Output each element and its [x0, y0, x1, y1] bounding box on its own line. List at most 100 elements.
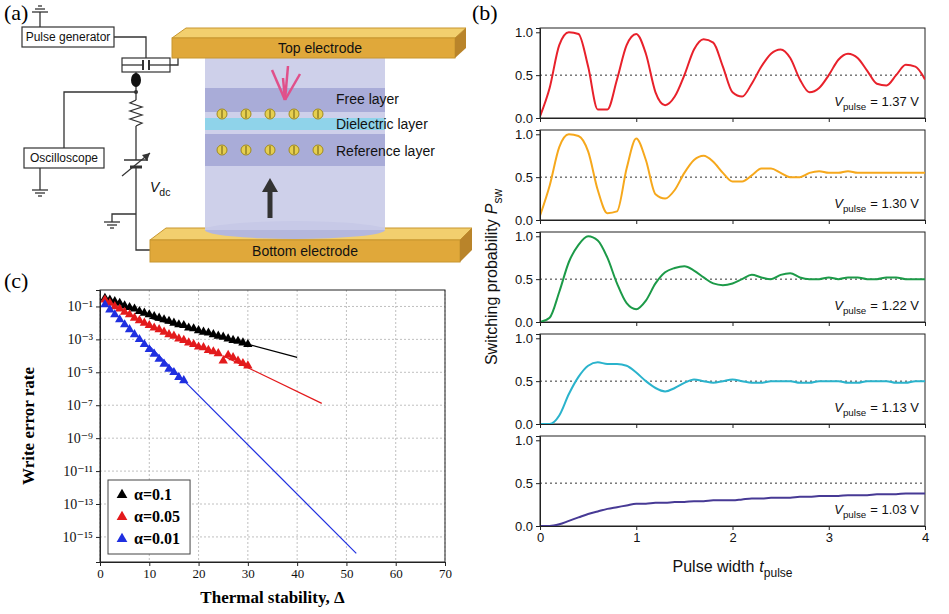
- label-part: pulse: [843, 101, 866, 112]
- tick-label: 10⁻⁵: [67, 365, 93, 380]
- plot-area: [100, 293, 356, 554]
- grid-line: [100, 438, 445, 439]
- tick: 1.0: [515, 229, 540, 244]
- legend-box: [108, 480, 190, 554]
- grid-line: [100, 471, 445, 472]
- tick: 2: [729, 526, 736, 545]
- data-line: [540, 32, 925, 116]
- tick-label: 4: [922, 530, 929, 545]
- axis: 0.00.51.0: [515, 229, 541, 330]
- grid-line: [100, 405, 445, 406]
- legend-marker: [117, 489, 128, 498]
- annotation: Vpulse= 1.37 V: [834, 94, 919, 112]
- subplot: 0.00.51.0 Vpulse= 1.30 V: [515, 127, 926, 228]
- tick: [636, 424, 637, 428]
- spin-axis: [318, 110, 319, 118]
- data-point: [120, 319, 129, 327]
- data-line: [540, 362, 925, 424]
- wire: [136, 167, 152, 250]
- wire: [135, 126, 136, 160]
- tick: 20: [193, 562, 206, 581]
- legend-marker: [117, 533, 128, 542]
- tick-mark: [829, 424, 830, 428]
- annotation: Vpulse= 1.30 V: [834, 196, 919, 214]
- tick-label: 0: [537, 530, 544, 545]
- axis: 0.00.51.0: [515, 127, 541, 228]
- ground: [107, 224, 117, 225]
- tick-mark: [96, 537, 100, 538]
- wire: [149, 64, 170, 65]
- plot-frame: [100, 290, 445, 562]
- spin-axis: [270, 110, 271, 118]
- tick-mark: [829, 118, 830, 122]
- data-point: [105, 304, 114, 312]
- label-part: dc: [159, 186, 170, 198]
- panel-label: (c): [4, 268, 28, 293]
- instrument-box: [24, 148, 104, 168]
- data-point: [150, 349, 159, 357]
- tick-mark: [536, 134, 540, 135]
- tick-mark: [96, 405, 100, 406]
- spin-axis: [318, 146, 319, 154]
- axis: 0.00.51.0: [515, 433, 541, 534]
- tick: [925, 322, 926, 326]
- axis-line: [536, 233, 541, 323]
- spin-axis: [270, 146, 271, 154]
- spin: [217, 109, 227, 119]
- axis: 01234: [537, 526, 929, 545]
- tick-mark: [536, 322, 540, 323]
- tick: 1: [633, 526, 640, 545]
- axis: 0.00.51.0: [515, 25, 541, 126]
- data-point: [135, 334, 144, 342]
- tick: [829, 322, 830, 326]
- annotation: Vpulse= 1.13 V: [834, 400, 919, 418]
- figure: (a)Pulse generatorOscilloscopeVdcTop ele…: [0, 0, 949, 614]
- diagram: (a)Pulse generatorOscilloscopeVdcTop ele…: [4, 0, 472, 262]
- magnetization: [272, 70, 285, 100]
- tick-mark: [96, 438, 100, 439]
- ground: [110, 227, 114, 228]
- data-point: [125, 324, 134, 332]
- tick-mark: [733, 424, 734, 428]
- chart: 01020304050607010⁻¹10⁻³10⁻⁵10⁻⁷10⁻⁹10⁻¹¹…: [4, 268, 452, 607]
- data-point: [145, 344, 154, 352]
- axis-line: [541, 221, 926, 225]
- tick: 0.5: [515, 272, 540, 287]
- tick-label: 0.5: [515, 374, 533, 389]
- tick-label: 10⁻⁷: [67, 398, 93, 413]
- plot-frame: [540, 130, 925, 220]
- electrode-top: [172, 28, 466, 38]
- data-line: [540, 493, 925, 526]
- tick-mark: [536, 279, 540, 280]
- label-part: sw: [491, 189, 505, 204]
- annotation: Vpulse= 1.22 V: [834, 298, 919, 316]
- tick: 0.0: [515, 519, 540, 534]
- tick-mark: [536, 483, 540, 484]
- label-part: = 1.13 V: [870, 400, 919, 415]
- wire: [114, 37, 146, 58]
- tick-label: 1.0: [515, 331, 533, 346]
- label-part: = 1.37 V: [870, 94, 919, 109]
- spin-axis: [246, 110, 247, 118]
- axis: 010203040506070: [97, 562, 452, 581]
- instrument-label: Pulse generator: [26, 30, 111, 44]
- tick-label: 10⁻⁹: [67, 431, 93, 446]
- tick: [925, 118, 926, 122]
- label-part: = 1.22 V: [870, 298, 919, 313]
- axis: [541, 220, 926, 224]
- reference-line: [540, 177, 925, 178]
- spin-axis: [294, 110, 295, 118]
- axis: [541, 322, 926, 326]
- grid: [100, 290, 445, 562]
- data-point: [115, 314, 124, 322]
- tick: 70: [439, 562, 452, 581]
- data-point: [100, 299, 109, 307]
- electrode-side: [455, 28, 466, 58]
- tick: 40: [291, 562, 304, 581]
- wire: [39, 12, 40, 27]
- axis-line: [536, 131, 541, 221]
- grid-line: [346, 290, 347, 562]
- tick-mark: [536, 526, 540, 527]
- plot-area: [540, 134, 925, 215]
- data-point: [130, 329, 139, 337]
